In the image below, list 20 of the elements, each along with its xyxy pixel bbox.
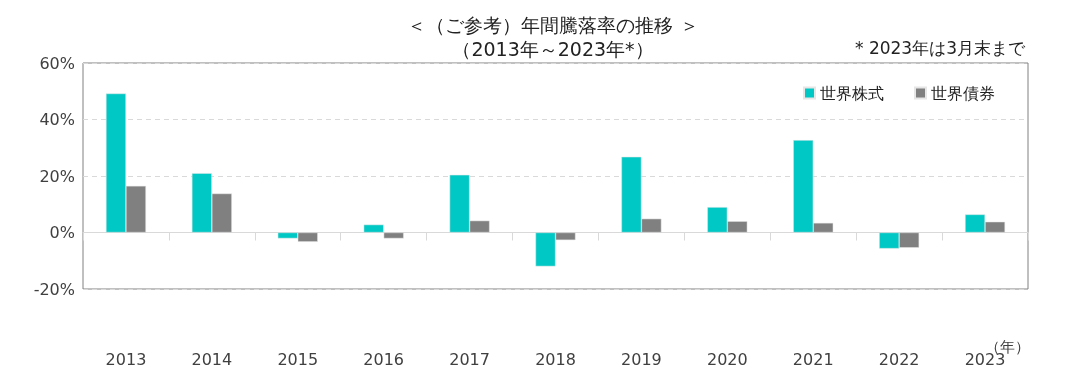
text: * 2023年は3月末まで [855, 37, 1026, 58]
y-tick-label: 20% [39, 166, 75, 186]
x-tick-label: 2021 [792, 349, 834, 369]
x-tick-label: 2013 [105, 349, 147, 369]
x-tick-label: 2018 [535, 349, 576, 369]
x-tick-label: 2020 [706, 349, 748, 369]
legend-label: 世界株式 [820, 83, 884, 103]
y-tick-label: 0% [49, 223, 75, 242]
legend-label: 世界債券 [931, 83, 995, 103]
x-tick-label: 2015 [277, 349, 319, 369]
x-tick-label: 2014 [191, 349, 233, 369]
x-tick-label: 2016 [363, 349, 405, 369]
y-tick-label: 60% [39, 53, 75, 73]
x-tick-label: 2019 [621, 349, 662, 369]
x-tick-label: 2022 [878, 349, 920, 369]
y-tick-label: -20% [33, 279, 75, 299]
x-tick-label: 2017 [449, 349, 490, 369]
chart-subtitle: （2013年～2023年*） [452, 37, 654, 60]
y-tick-label: 40% [39, 110, 75, 129]
chart-title: ＜（ご参考）年間騰落率の推移 ＞ [407, 13, 699, 36]
